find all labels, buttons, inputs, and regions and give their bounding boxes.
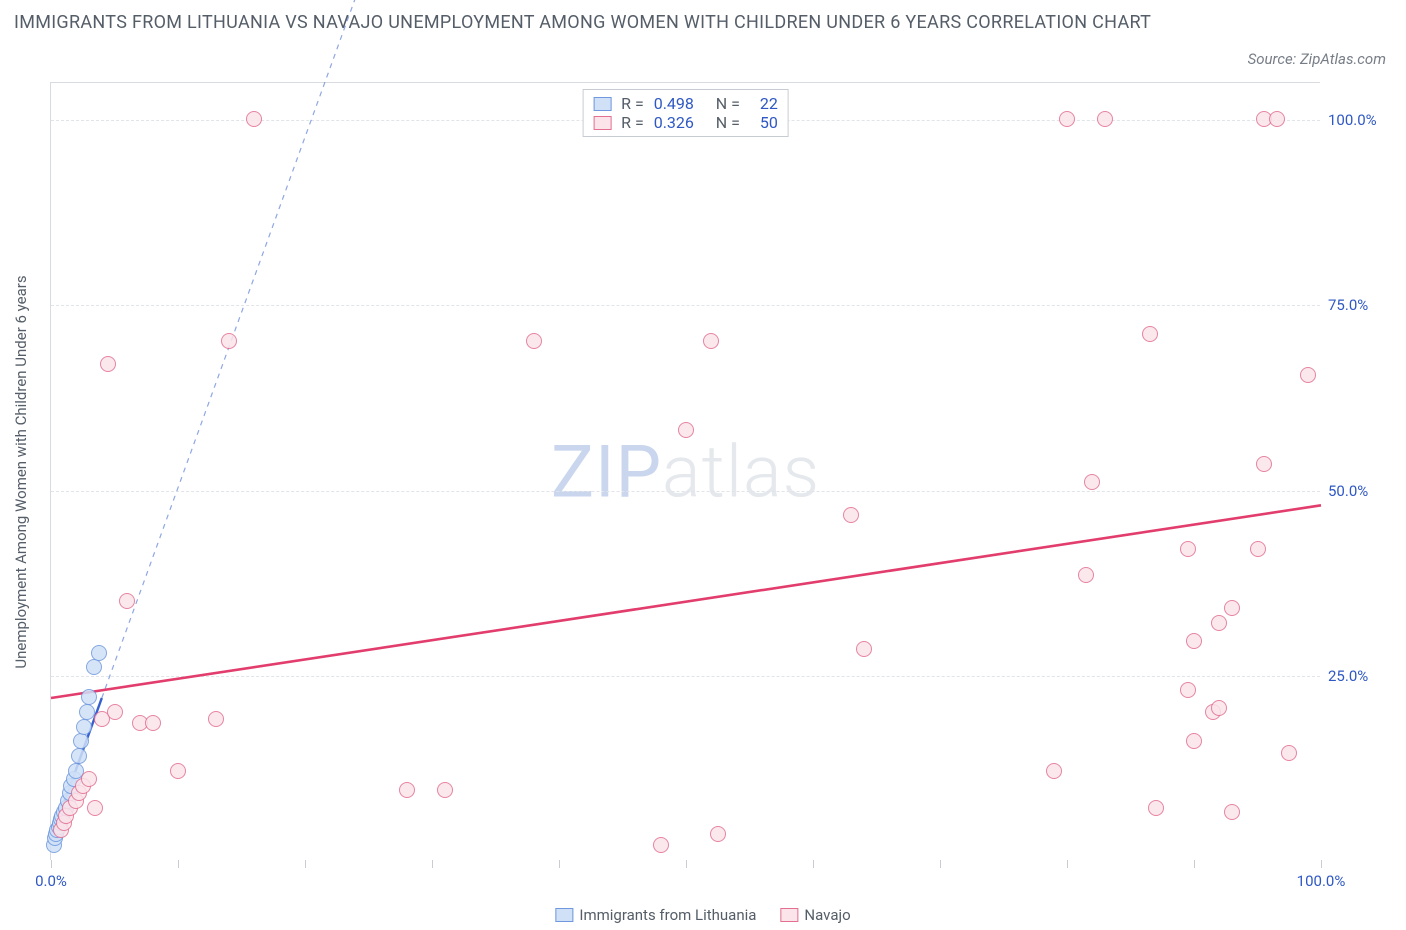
point-navajo <box>1059 111 1075 127</box>
legend-item-label: Navajo <box>804 906 850 924</box>
chart-title: IMMIGRANTS FROM LITHUANIA VS NAVAJO UNEM… <box>14 12 1392 33</box>
point-navajo <box>678 422 694 438</box>
point-navajo <box>710 826 726 842</box>
point-navajo <box>100 356 116 372</box>
point-navajo <box>399 782 415 798</box>
point-navajo <box>1084 474 1100 490</box>
point-navajo <box>1211 615 1227 631</box>
x-tick <box>1321 860 1322 868</box>
point-navajo <box>1300 367 1316 383</box>
x-tick-label: 100.0% <box>1297 872 1346 890</box>
point-navajo <box>1078 567 1094 583</box>
point-navajo <box>208 711 224 727</box>
point-lithuania <box>81 689 97 705</box>
x-tick <box>940 860 941 868</box>
legend-swatch-icon <box>780 908 798 922</box>
point-navajo <box>1097 111 1113 127</box>
legend-r-label: R = <box>621 113 644 132</box>
point-lithuania <box>76 719 92 735</box>
legend-r-label: R = <box>621 94 644 113</box>
point-navajo <box>87 800 103 816</box>
x-tick <box>1194 860 1195 868</box>
x-tick <box>51 860 52 868</box>
point-navajo <box>145 715 161 731</box>
y-tick-label: 50.0% <box>1328 482 1394 500</box>
point-navajo <box>843 507 859 523</box>
x-tick <box>305 860 306 868</box>
legend-swatch-icon <box>593 116 611 130</box>
point-navajo <box>119 593 135 609</box>
y-tick-label: 75.0% <box>1328 296 1394 314</box>
point-navajo <box>1224 804 1240 820</box>
legend-n-value: 50 <box>750 113 778 132</box>
point-navajo <box>526 333 542 349</box>
point-navajo <box>107 704 123 720</box>
legend-swatch-icon <box>593 97 611 111</box>
point-navajo <box>703 333 719 349</box>
trend-line-extension-lithuania <box>102 0 432 698</box>
y-tick-label: 25.0% <box>1328 667 1394 685</box>
x-tick <box>813 860 814 868</box>
legend-row-navajo: R = 0.326 N = 50 <box>593 113 778 132</box>
point-lithuania <box>73 733 89 749</box>
point-navajo <box>1186 633 1202 649</box>
point-lithuania <box>86 659 102 675</box>
legend-n-value: 22 <box>750 94 778 113</box>
legend-row-lithuania: R = 0.498 N = 22 <box>593 94 778 113</box>
point-navajo <box>437 782 453 798</box>
point-navajo <box>1142 326 1158 342</box>
x-tick <box>686 860 687 868</box>
point-navajo <box>1250 541 1266 557</box>
point-navajo <box>653 837 669 853</box>
plot-area: Unemployment Among Women with Children U… <box>50 82 1320 860</box>
legend-r-value: 0.326 <box>654 113 706 132</box>
legend-n-label: N = <box>716 94 740 113</box>
point-navajo <box>1148 800 1164 816</box>
point-navajo <box>1180 541 1196 557</box>
point-lithuania <box>91 645 107 661</box>
point-lithuania <box>71 748 87 764</box>
point-navajo <box>1211 700 1227 716</box>
trend-lines-layer <box>51 83 1320 860</box>
point-navajo <box>1186 733 1202 749</box>
point-navajo <box>1269 111 1285 127</box>
point-navajo <box>246 111 262 127</box>
x-tick <box>1067 860 1068 868</box>
y-axis-title: Unemployment Among Women with Children U… <box>12 275 30 668</box>
point-lithuania <box>79 704 95 720</box>
legend-item-navajo: Navajo <box>780 906 850 924</box>
point-navajo <box>1256 456 1272 472</box>
point-navajo <box>1180 682 1196 698</box>
point-navajo <box>170 763 186 779</box>
point-navajo <box>1224 600 1240 616</box>
legend-item-label: Immigrants from Lithuania <box>579 906 756 924</box>
point-navajo <box>856 641 872 657</box>
x-tick <box>432 860 433 868</box>
x-tick <box>178 860 179 868</box>
trend-line-navajo <box>51 505 1321 698</box>
legend-swatch-icon <box>555 908 573 922</box>
legend-correlation: R = 0.498 N = 22 R = 0.326 N = 50 <box>582 89 789 137</box>
point-navajo <box>1046 763 1062 779</box>
point-navajo <box>221 333 237 349</box>
legend-item-lithuania: Immigrants from Lithuania <box>555 906 756 924</box>
point-navajo <box>81 771 97 787</box>
y-tick-label: 100.0% <box>1328 111 1394 129</box>
legend-series: Immigrants from Lithuania Navajo <box>555 906 850 924</box>
x-tick <box>559 860 560 868</box>
legend-n-label: N = <box>716 113 740 132</box>
x-tick-label: 0.0% <box>35 872 67 890</box>
legend-r-value: 0.498 <box>654 94 706 113</box>
point-navajo <box>1281 745 1297 761</box>
source-label: Source: ZipAtlas.com <box>1248 50 1386 68</box>
